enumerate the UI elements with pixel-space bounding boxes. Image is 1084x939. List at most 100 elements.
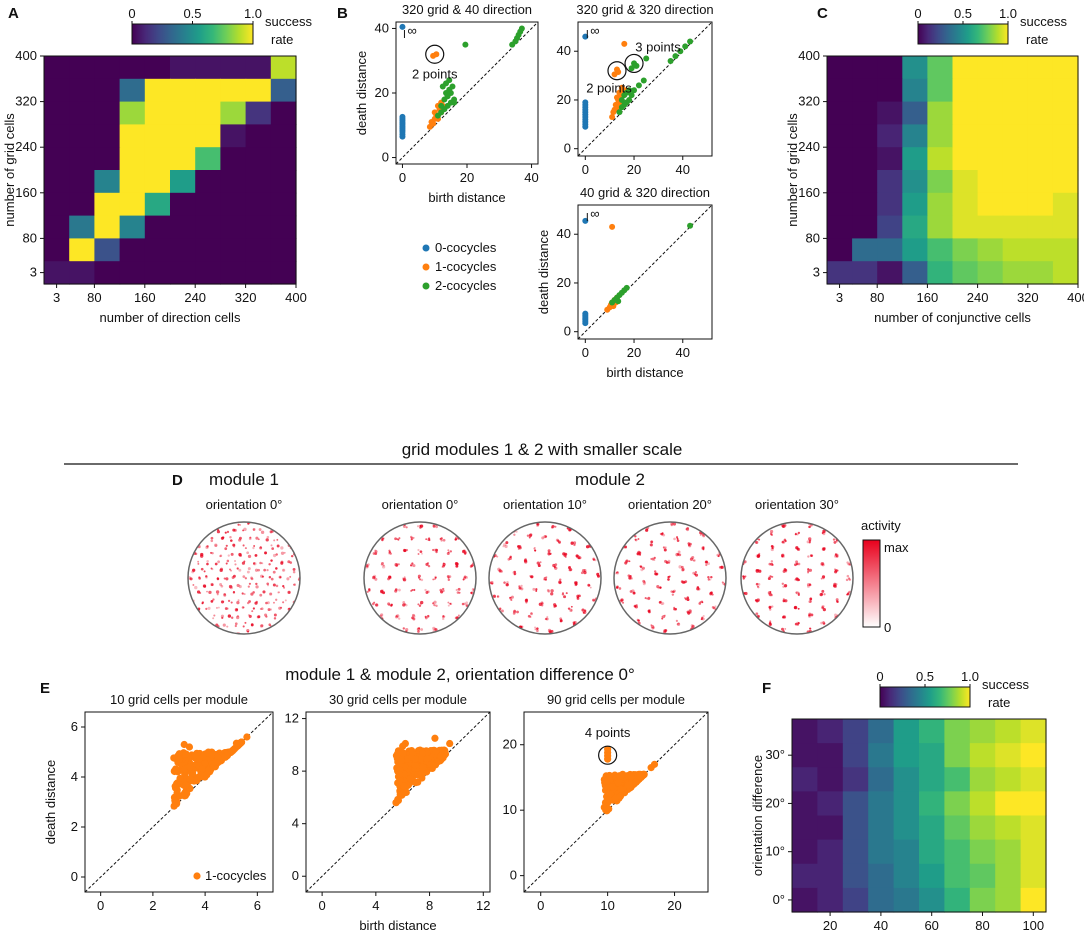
- heatmap-cell: [817, 743, 844, 768]
- activity-spot: [678, 565, 682, 569]
- activity-spot: [525, 598, 528, 602]
- data-point: [451, 99, 458, 106]
- y-tick-label: 0: [382, 150, 389, 165]
- activity-spot: [276, 544, 280, 548]
- activity-spot: [282, 568, 285, 572]
- activity-spot: [576, 597, 580, 601]
- heatmap-cell: [245, 192, 272, 217]
- activity-spot: [809, 600, 812, 603]
- activity-spot: [252, 607, 255, 610]
- activity-spot: [795, 560, 799, 564]
- activity-spot: [435, 604, 438, 608]
- data-point: [446, 77, 453, 84]
- chart-a: A 3 80 160 240 320 400 3 80 160 240 320 400 number of…: [2, 5, 312, 325]
- heatmap-cell: [195, 124, 221, 148]
- activity-spot: [795, 591, 798, 594]
- activity-spot: [225, 577, 229, 581]
- activity-spot: [821, 589, 825, 593]
- heatmap-cell: [792, 791, 818, 817]
- heatmap-cell: [868, 767, 895, 792]
- activity-spot: [282, 568, 286, 572]
- activity-spot: [223, 592, 226, 596]
- activity-spot: [381, 565, 386, 569]
- x-tick-label: 40: [874, 918, 888, 933]
- activity-spot: [592, 557, 596, 561]
- heatmap-cell: [919, 719, 945, 744]
- activity-spot: [232, 528, 236, 532]
- heatmap-cell: [792, 815, 818, 841]
- activity-spot: [206, 590, 208, 593]
- heatmap-cell: [220, 170, 247, 194]
- activity-map-border: [187, 521, 301, 635]
- activity-spot: [547, 552, 551, 556]
- heatmap-cell: [877, 101, 903, 125]
- activity-spot: [440, 539, 443, 542]
- activity-spot: [192, 584, 195, 586]
- activity-spot: [576, 555, 580, 559]
- heatmap-cell: [927, 170, 954, 194]
- heatmap-cell: [927, 78, 954, 103]
- activity-spot: [404, 603, 407, 606]
- activity-spot: [244, 577, 247, 580]
- annotation-circle: [425, 44, 445, 64]
- heatmap-cell: [44, 56, 70, 80]
- x-tick-label: 80: [870, 290, 884, 305]
- activity-spot: [503, 581, 506, 584]
- colorbar-title: success: [265, 14, 312, 29]
- activity-spot: [403, 576, 406, 579]
- activity-spot: [628, 576, 632, 580]
- activity-spot: [754, 599, 758, 602]
- activity-spot: [822, 607, 826, 612]
- heatmap-cell: [995, 839, 1022, 865]
- orientation-label: orientation 30°: [755, 497, 839, 512]
- activity-spot: [688, 609, 692, 613]
- activity-spot: [395, 615, 398, 618]
- plot-frame: [84, 711, 274, 893]
- y-tick-label: 20: [557, 92, 571, 107]
- heatmap-cell: [245, 238, 272, 262]
- activity-spot: [568, 565, 572, 569]
- heatmap-cell: [144, 147, 171, 171]
- activity-spot: [420, 578, 424, 582]
- activity-spot: [492, 594, 496, 598]
- activity-spot: [558, 541, 561, 544]
- activity-spot: [662, 546, 665, 549]
- heatmap-cell: [195, 101, 221, 125]
- activity-spot: [248, 582, 252, 585]
- data-point: [687, 222, 694, 229]
- y-axis-label: orientation difference: [750, 755, 765, 876]
- data-point: [449, 83, 456, 90]
- activity-spot: [417, 576, 420, 579]
- x-tick-label: 3: [836, 290, 843, 305]
- heatmap-cell: [893, 839, 920, 865]
- activity-spot: [503, 543, 507, 547]
- activity-spot: [246, 570, 250, 574]
- activity-spot: [243, 593, 246, 596]
- panel-label-e: E: [40, 680, 50, 697]
- activity-spot: [420, 628, 424, 631]
- data-point: [617, 785, 625, 793]
- activity-spot: [648, 608, 651, 612]
- activity-spot: [504, 544, 508, 549]
- activity-spot: [543, 576, 547, 581]
- colorbar-tick-label: 0: [876, 669, 883, 684]
- colorbar-tick-label: 0.5: [183, 6, 201, 21]
- activity-spot: [822, 532, 826, 536]
- activity-spot: [250, 623, 254, 626]
- activity-spot: [821, 547, 825, 551]
- activity-spot: [387, 577, 390, 581]
- activity-spot: [709, 578, 712, 581]
- activity-spot: [198, 576, 201, 579]
- activity-spot: [647, 609, 651, 613]
- activity-spot: [707, 576, 710, 579]
- data-point: [605, 805, 613, 813]
- activity-spot: [273, 601, 275, 604]
- activity-spot: [266, 601, 270, 605]
- activity-spot: [449, 602, 452, 605]
- heatmap-cell: [952, 170, 979, 194]
- data-point: [224, 750, 232, 759]
- activity-spot: [807, 569, 810, 573]
- activity-spot: [419, 603, 422, 606]
- heatmap-cell: [170, 78, 196, 103]
- activity-spot: [217, 606, 220, 609]
